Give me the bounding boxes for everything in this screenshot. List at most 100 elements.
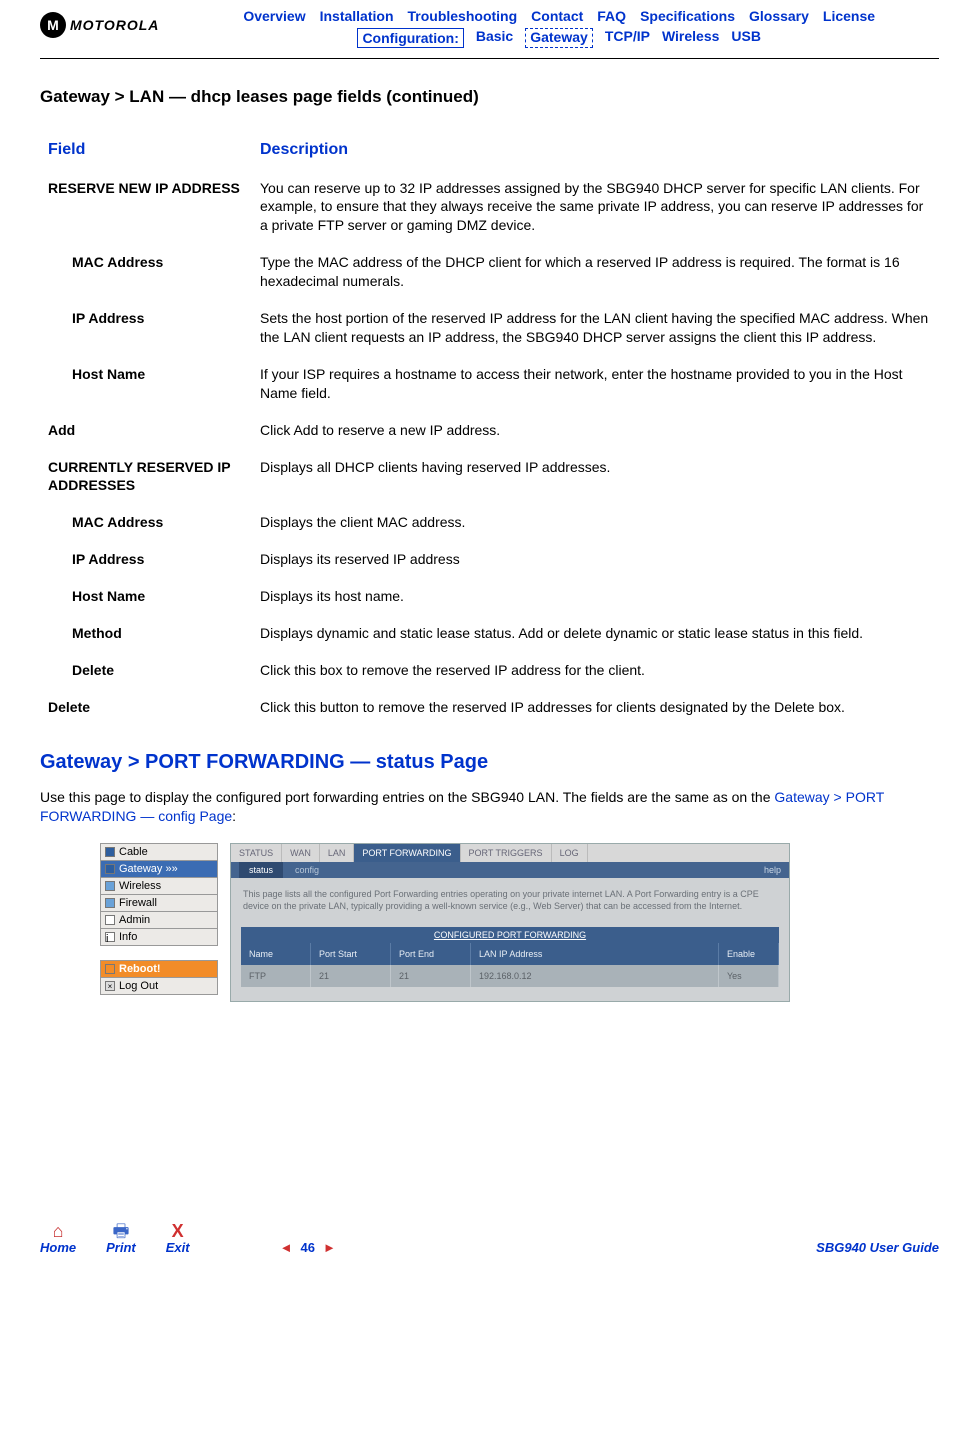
table-row: MethodDisplays dynamic and static lease …	[42, 616, 937, 651]
nav-troubleshooting[interactable]: Troubleshooting	[408, 8, 518, 24]
brand-logo: M MOTOROLA	[40, 12, 159, 38]
sidebar-item-logout[interactable]: ×Log Out	[100, 977, 218, 995]
config-usb[interactable]: USB	[731, 28, 761, 48]
field-description: Type the MAC address of the DHCP client …	[254, 245, 937, 299]
section-body: Use this page to display the configured …	[40, 788, 939, 827]
cell-port-start: 21	[311, 965, 391, 987]
field-name: RESERVE NEW IP ADDRESS	[42, 171, 252, 244]
tab-port-triggers[interactable]: PORT TRIGGERS	[461, 844, 552, 862]
header-description: Description	[254, 131, 937, 169]
cell-enable: Yes	[719, 965, 779, 987]
footer-exit[interactable]: X Exit	[166, 1222, 190, 1255]
cell-port-end: 21	[391, 965, 471, 987]
field-name: IP Address	[42, 542, 252, 577]
footer-home-label: Home	[40, 1240, 76, 1255]
table-row: IP AddressDisplays its reserved IP addre…	[42, 542, 937, 577]
subtab-status[interactable]: status	[239, 862, 283, 878]
field-name: CURRENTLY RESERVED IP ADDRESSES	[42, 450, 252, 504]
config-tcpip[interactable]: TCP/IP	[605, 28, 650, 48]
field-description: If your ISP requires a hostname to acces…	[254, 357, 937, 411]
sidebar-item-wireless[interactable]: Wireless	[100, 877, 218, 894]
table-row: CURRENTLY RESERVED IP ADDRESSESDisplays …	[42, 450, 937, 504]
page-title: Gateway > LAN — dhcp leases page fields …	[40, 87, 939, 107]
table-row: Host NameDisplays its host name.	[42, 579, 937, 614]
sidebar-item-firewall[interactable]: Firewall	[100, 894, 218, 911]
tab-port-forwarding[interactable]: PORT FORWARDING	[354, 844, 460, 862]
field-description: Displays the client MAC address.	[254, 505, 937, 540]
nav-overview[interactable]: Overview	[243, 8, 305, 24]
print-icon: 🖶	[112, 1222, 129, 1240]
sidebar-item-info[interactable]: iInfo	[100, 928, 218, 946]
panel-description: This page lists all the configured Port …	[231, 878, 789, 923]
field-name: Delete	[42, 653, 252, 688]
help-link[interactable]: help	[764, 865, 781, 875]
nav-glossary[interactable]: Glossary	[749, 8, 809, 24]
sidebar: Cable Gateway »» Wireless Firewall Admin…	[100, 843, 218, 946]
guide-title: SBG940 User Guide	[816, 1240, 939, 1255]
subtab-config[interactable]: config	[289, 862, 325, 878]
nav-contact[interactable]: Contact	[531, 8, 583, 24]
pf-table-row: FTP 21 21 192.168.0.12 Yes	[241, 965, 779, 987]
nav-faq[interactable]: FAQ	[597, 8, 626, 24]
field-description: Displays its host name.	[254, 579, 937, 614]
next-page-icon[interactable]: ►	[323, 1240, 336, 1255]
footer-print[interactable]: 🖶 Print	[106, 1222, 136, 1255]
tab-wan[interactable]: WAN	[282, 844, 320, 862]
home-icon: ⌂	[53, 1222, 64, 1240]
page-footer: ⌂ Home 🖶 Print X Exit ◄ 46 ► SBG940 User…	[0, 1222, 979, 1275]
sidebar-item-admin[interactable]: Admin	[100, 911, 218, 928]
field-name: IP Address	[42, 301, 252, 355]
field-name: Method	[42, 616, 252, 651]
top-nav: Overview Installation Troubleshooting Co…	[179, 8, 939, 24]
col-name: Name	[241, 943, 311, 965]
nav-license[interactable]: License	[823, 8, 875, 24]
field-name: Delete	[42, 690, 252, 725]
tab-status[interactable]: STATUS	[231, 844, 282, 862]
section-body-b: :	[232, 808, 236, 824]
field-description: You can reserve up to 32 IP addresses as…	[254, 171, 937, 244]
section-heading: Gateway > PORT FORWARDING — status Page	[40, 751, 939, 774]
config-label: Configuration:	[357, 28, 463, 48]
table-row: IP AddressSets the host portion of the r…	[42, 301, 937, 355]
tab-log[interactable]: LOG	[552, 844, 588, 862]
pager: ◄ 46 ►	[280, 1240, 336, 1255]
divider	[40, 58, 939, 59]
field-description: Click this box to remove the reserved IP…	[254, 653, 937, 688]
field-description: Sets the host portion of the reserved IP…	[254, 301, 937, 355]
sidebar-item-reboot[interactable]: Reboot!	[100, 960, 218, 977]
header-field: Field	[42, 131, 252, 169]
col-lan-ip: LAN IP Address	[471, 943, 719, 965]
embedded-screenshot: Cable Gateway »» Wireless Firewall Admin…	[40, 843, 939, 1002]
field-name: Add	[42, 413, 252, 448]
config-basic[interactable]: Basic	[476, 28, 513, 48]
prev-page-icon[interactable]: ◄	[280, 1240, 293, 1255]
field-name: Host Name	[42, 579, 252, 614]
nav-specifications[interactable]: Specifications	[640, 8, 735, 24]
footer-exit-label: Exit	[166, 1240, 190, 1255]
field-description: Displays its reserved IP address	[254, 542, 937, 577]
field-description: Click Add to reserve a new IP address.	[254, 413, 937, 448]
config-nav: Configuration: Basic Gateway TCP/IP Wire…	[179, 28, 939, 48]
field-description: Displays all DHCP clients having reserve…	[254, 450, 937, 504]
field-description: Displays dynamic and static lease status…	[254, 616, 937, 651]
tab-lan[interactable]: LAN	[320, 844, 355, 862]
col-port-end: Port End	[391, 943, 471, 965]
port-forwarding-panel: STATUS WAN LAN PORT FORWARDING PORT TRIG…	[230, 843, 790, 1002]
sidebar-item-cable[interactable]: Cable	[100, 843, 218, 860]
panel-tabs: STATUS WAN LAN PORT FORWARDING PORT TRIG…	[231, 844, 789, 862]
nav-installation[interactable]: Installation	[320, 8, 394, 24]
table-row: DeleteClick this button to remove the re…	[42, 690, 937, 725]
footer-home[interactable]: ⌂ Home	[40, 1222, 76, 1255]
logo-mark-icon: M	[40, 12, 66, 38]
col-port-start: Port Start	[311, 943, 391, 965]
config-wireless[interactable]: Wireless	[662, 28, 719, 48]
sidebar-item-gateway[interactable]: Gateway »»	[100, 860, 218, 877]
config-gateway[interactable]: Gateway	[525, 28, 593, 48]
cell-lan-ip: 192.168.0.12	[471, 965, 719, 987]
field-description: Click this button to remove the reserved…	[254, 690, 937, 725]
footer-print-label: Print	[106, 1240, 136, 1255]
table-row: Host NameIf your ISP requires a hostname…	[42, 357, 937, 411]
table-row: AddClick Add to reserve a new IP address…	[42, 413, 937, 448]
sidebar-secondary: Reboot! ×Log Out	[100, 960, 218, 995]
pf-table-header: Name Port Start Port End LAN IP Address …	[241, 943, 779, 965]
